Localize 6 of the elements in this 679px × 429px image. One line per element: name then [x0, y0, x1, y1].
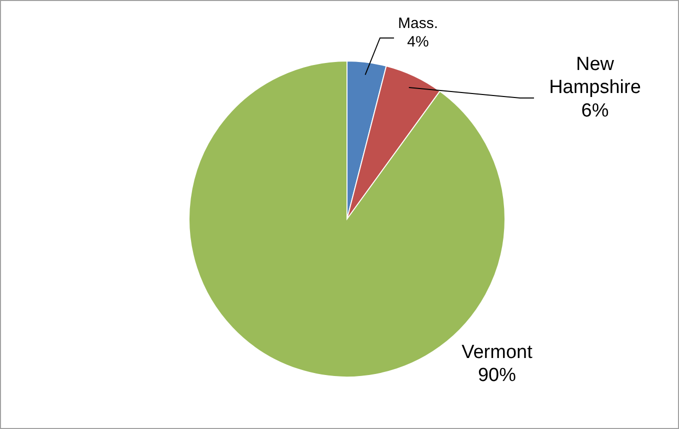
- data-label: 6%: [581, 100, 609, 122]
- slice-label: New Hampshire: [549, 54, 641, 98]
- data-label: 90%: [478, 365, 516, 386]
- slice-label: Mass.: [398, 15, 438, 32]
- data-label: 4%: [407, 33, 429, 50]
- slice-label: Vermont: [462, 342, 534, 363]
